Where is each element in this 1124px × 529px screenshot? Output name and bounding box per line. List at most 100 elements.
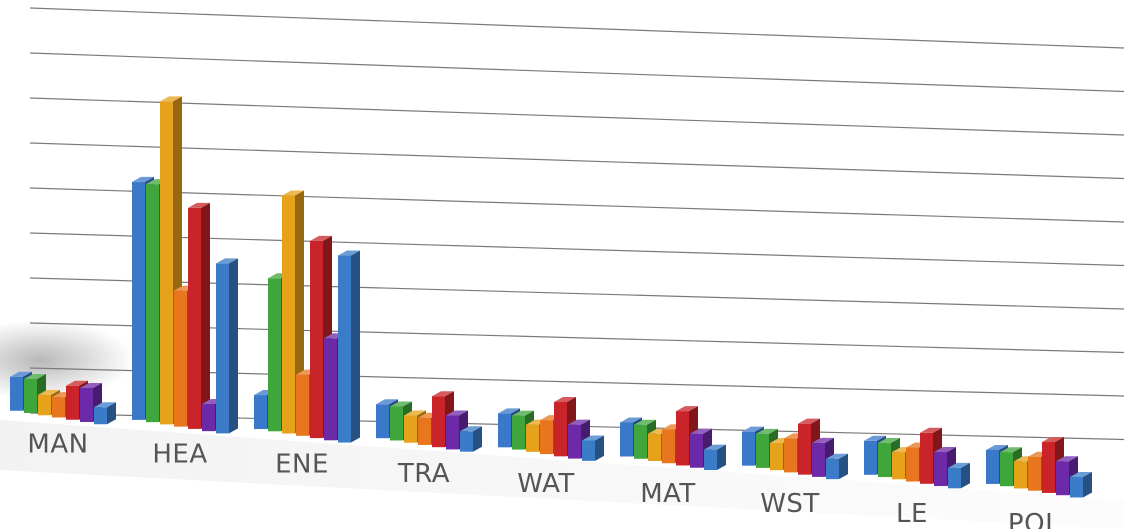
- category-label: ENE: [275, 449, 329, 479]
- bar-top: [634, 419, 656, 425]
- bar-front: [920, 432, 933, 484]
- bar-front: [10, 376, 23, 411]
- bar-front: [1070, 477, 1083, 498]
- bar-front: [80, 388, 93, 422]
- bar-side: [839, 453, 848, 480]
- bar-front: [160, 101, 173, 425]
- bar-top: [1070, 472, 1092, 478]
- bar-top: [986, 444, 1008, 450]
- bar-top: [94, 402, 116, 408]
- bar-top: [216, 258, 238, 264]
- bar-top: [390, 401, 412, 407]
- category-label: HEA: [152, 439, 207, 469]
- bar-front: [826, 458, 839, 480]
- bar-top: [878, 438, 900, 444]
- bar-top: [742, 426, 764, 432]
- bar-front: [934, 452, 947, 487]
- bar-top: [432, 391, 454, 397]
- gridline: [29, 52, 1124, 93]
- gridline: [29, 187, 1124, 223]
- gridline: [29, 97, 1124, 136]
- bar-top: [80, 383, 102, 388]
- bar-top: [460, 426, 482, 432]
- bar-front: [254, 395, 267, 430]
- bar-top: [338, 250, 360, 256]
- bar-front: [460, 431, 473, 452]
- bar-top: [620, 417, 642, 423]
- bar-front: [906, 447, 919, 482]
- category-label: TRA: [397, 459, 450, 489]
- bar-top: [554, 396, 576, 402]
- bar-front: [812, 442, 825, 477]
- bar-top: [160, 96, 182, 102]
- bar-front: [188, 207, 201, 429]
- category-label: LE: [896, 499, 928, 529]
- bar: [188, 202, 210, 429]
- bar-front: [376, 404, 389, 439]
- bar-side: [229, 258, 238, 434]
- bar-side: [473, 426, 482, 452]
- bar-top: [498, 408, 520, 414]
- gridline: [29, 7, 1124, 49]
- bar-front: [24, 379, 37, 413]
- bar-top: [826, 453, 848, 459]
- bar-top: [1042, 436, 1064, 442]
- bar-front: [174, 290, 187, 427]
- bar-side: [201, 202, 210, 429]
- bar-front: [512, 415, 525, 450]
- bar-front: [432, 396, 445, 448]
- bars: [10, 96, 1092, 498]
- bar-front: [554, 401, 567, 457]
- bar-side: [107, 402, 116, 425]
- bar-top: [188, 202, 210, 208]
- bar-top: [132, 176, 154, 182]
- bar-top: [404, 410, 426, 416]
- bar-front: [52, 397, 65, 418]
- bar: [338, 250, 360, 443]
- bar-top: [446, 410, 468, 416]
- bar-front: [66, 385, 79, 420]
- bar-front: [582, 440, 595, 461]
- category-label: WST: [760, 489, 820, 519]
- gridline: [29, 367, 1124, 397]
- bar-front: [1056, 461, 1069, 496]
- bar-front: [446, 415, 459, 450]
- bar-top: [38, 389, 60, 395]
- bar-front: [202, 403, 215, 432]
- bar-front: [390, 406, 403, 441]
- bar-front: [216, 263, 229, 434]
- bar-top: [690, 428, 712, 434]
- bar-front: [94, 407, 107, 425]
- bar: [460, 426, 482, 452]
- bar-side: [595, 435, 604, 461]
- bar: [94, 402, 116, 425]
- bar-front: [338, 255, 351, 443]
- bar-top: [920, 427, 942, 433]
- bar-front: [296, 374, 309, 436]
- bar: [704, 444, 726, 470]
- bar-front: [38, 394, 51, 416]
- bar-side: [351, 250, 360, 443]
- bar-front: [268, 278, 281, 432]
- bar-top: [66, 380, 88, 386]
- bar-front: [620, 422, 633, 457]
- category-label: MAN: [27, 429, 88, 459]
- bar-side: [717, 444, 726, 470]
- gridline: [29, 142, 1124, 180]
- bar-front: [404, 415, 417, 443]
- bar: [216, 258, 238, 434]
- bar: [1070, 472, 1092, 498]
- bar-front: [1028, 456, 1041, 491]
- floor-plane: [0, 420, 1124, 529]
- bar: [948, 462, 970, 489]
- bar-front: [418, 417, 431, 445]
- bar-front: [742, 431, 755, 466]
- bar-top: [812, 437, 834, 443]
- bar: [582, 435, 604, 461]
- bar-top: [676, 406, 698, 412]
- bar-front: [690, 433, 703, 468]
- bar-front: [132, 181, 145, 420]
- bar-top: [24, 374, 46, 379]
- bar-front: [1014, 461, 1027, 489]
